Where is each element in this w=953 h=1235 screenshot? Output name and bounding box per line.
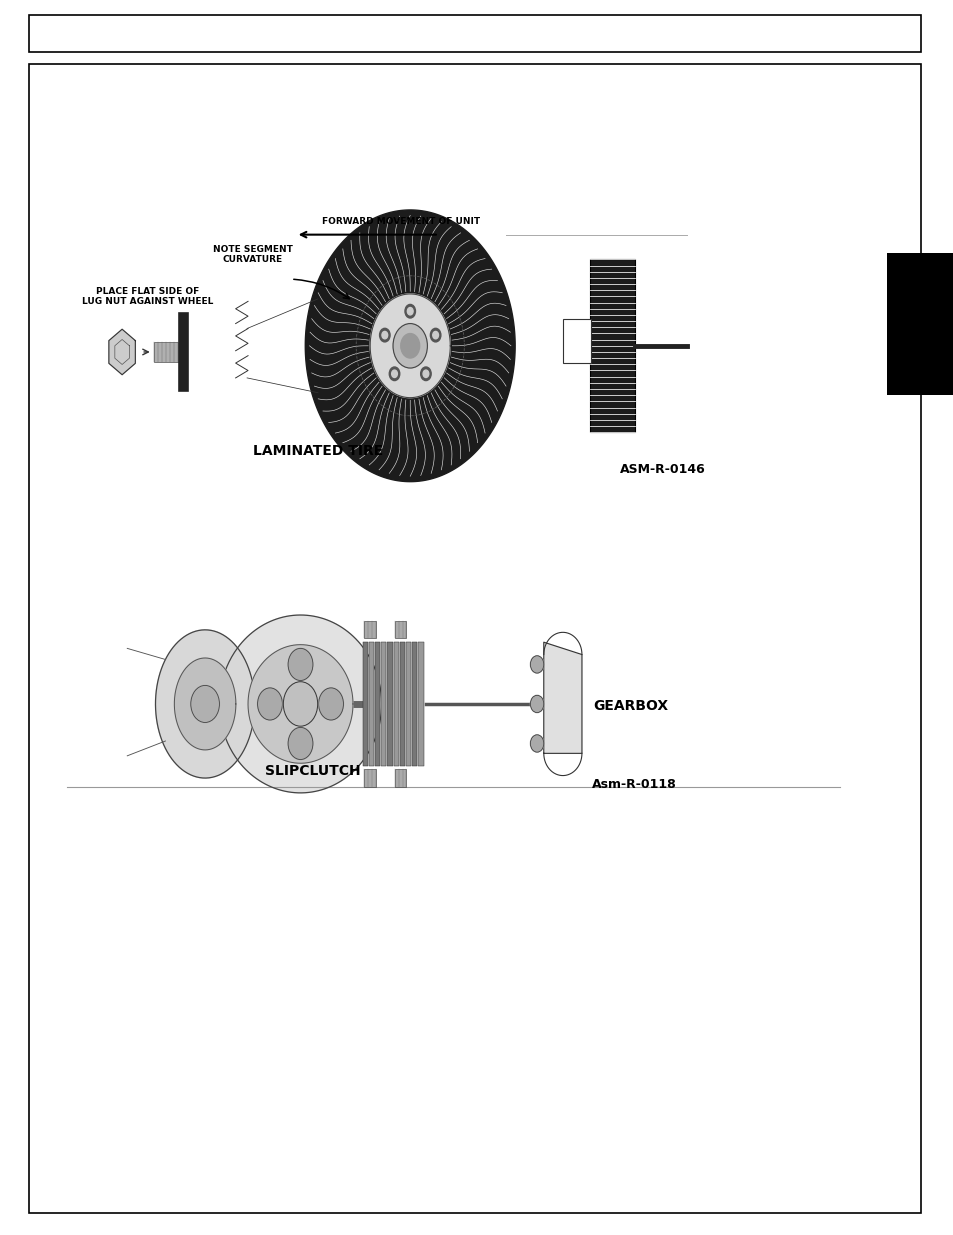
- Bar: [562, 319, 591, 363]
- Circle shape: [381, 331, 387, 338]
- Circle shape: [422, 370, 428, 378]
- Bar: [381, 642, 386, 766]
- Text: ASM-R-0146: ASM-R-0146: [619, 463, 705, 475]
- Bar: [589, 259, 635, 432]
- Bar: [393, 642, 398, 766]
- Polygon shape: [219, 615, 381, 793]
- Bar: [368, 642, 374, 766]
- Bar: [375, 642, 379, 766]
- Circle shape: [257, 688, 282, 720]
- Polygon shape: [543, 642, 581, 753]
- Circle shape: [283, 682, 317, 726]
- Circle shape: [379, 329, 390, 342]
- Text: Asm-R-0118: Asm-R-0118: [591, 778, 676, 790]
- Circle shape: [420, 367, 431, 380]
- Text: GEARBOX: GEARBOX: [593, 699, 668, 714]
- Bar: [886, 253, 953, 395]
- Polygon shape: [370, 294, 450, 398]
- Polygon shape: [109, 330, 135, 374]
- Circle shape: [430, 329, 440, 342]
- Text: PLACE FLAT SIDE OF
LUG NUT AGAINST WHEEL: PLACE FLAT SIDE OF LUG NUT AGAINST WHEEL: [82, 287, 213, 306]
- Bar: [412, 642, 416, 766]
- Circle shape: [318, 688, 343, 720]
- Circle shape: [407, 308, 413, 315]
- Circle shape: [191, 685, 219, 722]
- Bar: [178, 312, 188, 391]
- Circle shape: [288, 727, 313, 760]
- Bar: [153, 342, 178, 362]
- Bar: [362, 642, 368, 766]
- Bar: [406, 642, 411, 766]
- Text: LAMINATED TIRE: LAMINATED TIRE: [253, 443, 383, 458]
- Text: FORWARD MOVEMENT OF UNIT: FORWARD MOVEMENT OF UNIT: [321, 217, 479, 226]
- Polygon shape: [174, 658, 235, 750]
- Bar: [364, 769, 375, 787]
- Text: NOTE SEGMENT
CURVATURE: NOTE SEGMENT CURVATURE: [213, 245, 293, 264]
- Bar: [387, 642, 393, 766]
- Circle shape: [392, 370, 397, 378]
- Circle shape: [404, 305, 416, 319]
- Circle shape: [393, 324, 427, 368]
- Bar: [395, 621, 406, 638]
- Circle shape: [530, 656, 543, 673]
- Circle shape: [288, 648, 313, 680]
- Polygon shape: [248, 645, 353, 763]
- Circle shape: [530, 735, 543, 752]
- Polygon shape: [305, 210, 515, 482]
- Bar: [29, 15, 920, 52]
- Circle shape: [530, 695, 543, 713]
- Bar: [395, 769, 406, 787]
- Circle shape: [389, 367, 399, 380]
- Polygon shape: [155, 630, 254, 778]
- Circle shape: [400, 333, 419, 358]
- Text: SLIPCLUTCH: SLIPCLUTCH: [265, 763, 360, 778]
- Bar: [417, 642, 423, 766]
- Circle shape: [433, 331, 438, 338]
- Bar: [364, 621, 375, 638]
- Bar: [399, 642, 404, 766]
